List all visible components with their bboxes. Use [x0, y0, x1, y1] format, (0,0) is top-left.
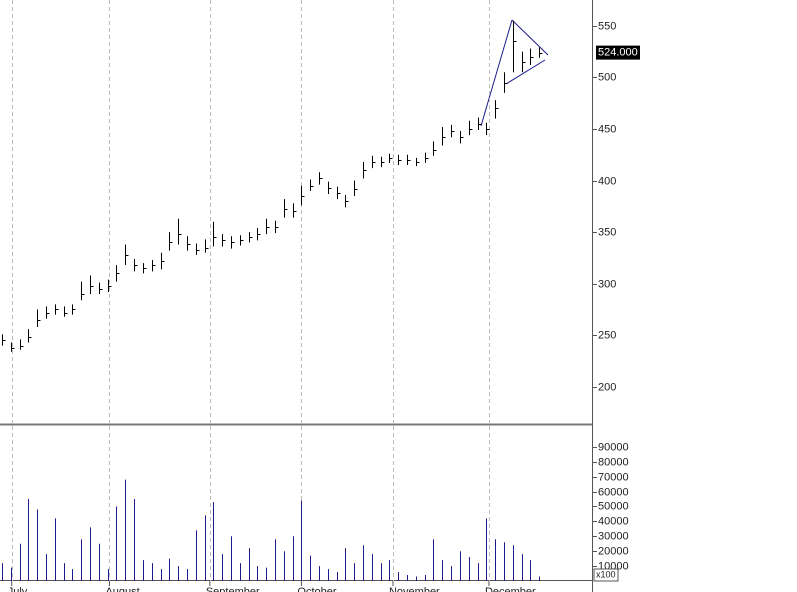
y-tick-label: 40000 — [598, 515, 629, 527]
trend-line — [480, 19, 513, 127]
trend-line — [505, 59, 546, 85]
y-tick-label: 250 — [598, 329, 616, 341]
y-tick-label: 60000 — [598, 486, 629, 498]
y-tick-label: 550 — [598, 20, 616, 32]
y-tick-label: 450 — [598, 123, 616, 135]
y-tick-label: 300 — [598, 278, 616, 290]
x-tick-label: July — [8, 586, 28, 592]
y-tick-label: 350 — [598, 226, 616, 238]
unit-label: x100 — [596, 569, 616, 579]
y-tick-label: 200 — [598, 381, 616, 393]
x-tick-label: August — [105, 586, 139, 592]
x-tick-label: November — [389, 586, 440, 592]
y-tick-label: 30000 — [598, 530, 629, 542]
y-tick-label: 90000 — [598, 441, 629, 453]
y-tick-label: 50000 — [598, 500, 629, 512]
triangle-pattern — [480, 19, 549, 127]
y-tick-label: 80000 — [598, 456, 629, 468]
unit-box — [593, 568, 619, 582]
trend-line — [511, 19, 549, 56]
y-tick-label: 400 — [598, 175, 616, 187]
x-tick-label: October — [297, 586, 336, 592]
last-price-label: 524.000 — [598, 47, 638, 59]
y-tick-label: 20000 — [598, 545, 629, 557]
y-tick-label: 70000 — [598, 471, 629, 483]
last-price-tag — [596, 45, 640, 60]
y-tick-label: 500 — [598, 71, 616, 83]
x-tick-label: September — [206, 586, 260, 592]
x-tick-label: December — [485, 586, 536, 592]
